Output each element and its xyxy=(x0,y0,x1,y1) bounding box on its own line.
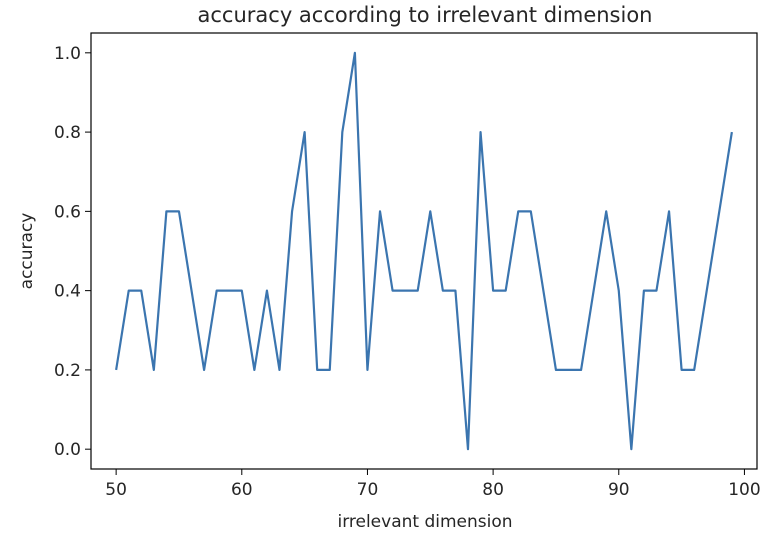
x-tick-label: 60 xyxy=(231,480,253,500)
plot-area xyxy=(90,32,758,470)
y-tick-label: 0.8 xyxy=(54,123,81,143)
y-tick-label: 0.0 xyxy=(54,440,81,460)
x-axis: 50 60 70 80 90 100 xyxy=(105,469,761,500)
y-tick-label: 0.2 xyxy=(54,361,81,381)
y-axis: 0.0 0.2 0.4 0.6 0.8 1.0 xyxy=(54,44,91,460)
x-tick-label: 80 xyxy=(482,480,504,500)
y-tick-label: 0.6 xyxy=(54,202,81,222)
chart-title: accuracy according to irrelevant dimensi… xyxy=(198,3,653,27)
x-axis-title: irrelevant dimension xyxy=(337,512,512,532)
x-tick-label: 100 xyxy=(728,480,760,500)
series-layer xyxy=(115,51,733,451)
x-tick-label: 70 xyxy=(357,480,379,500)
x-tick-label: 50 xyxy=(105,480,127,500)
series-line xyxy=(115,51,733,451)
x-tick-label: 90 xyxy=(608,480,630,500)
y-tick-label: 1.0 xyxy=(54,44,81,64)
y-axis-title: accuracy xyxy=(17,213,37,290)
y-tick-label: 0.4 xyxy=(54,282,81,302)
